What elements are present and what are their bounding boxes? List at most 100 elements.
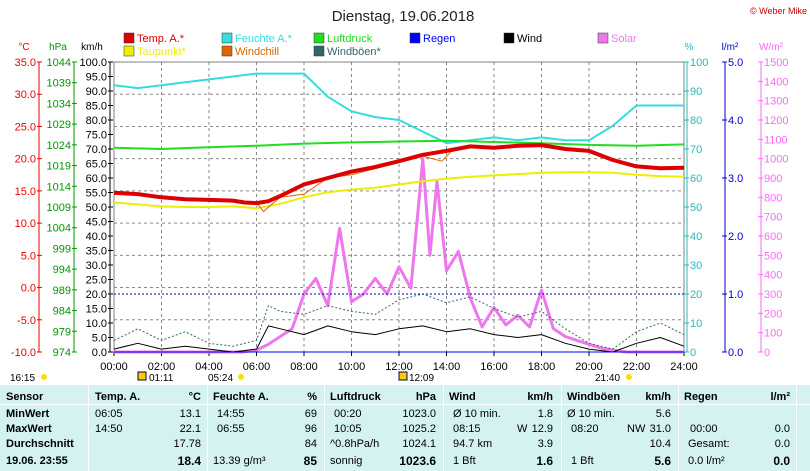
axis-tick-label: 90 bbox=[690, 86, 702, 98]
axis-tick-label: 3.0 bbox=[728, 173, 743, 185]
gust-column: Windböen km/h Ø 10 min. 5.6 08:20 NW 31.0 10… bbox=[567, 385, 671, 471]
axis-tick-label: 55.0 bbox=[86, 188, 107, 200]
rain-column: Regen l/m² 00:00 0.0 Gesamt: 0.0 0.0 l/m² 0.… bbox=[684, 385, 790, 471]
axis-tick-label: 85.0 bbox=[86, 101, 107, 113]
axis-tick-label: 70.0 bbox=[86, 144, 107, 156]
axis-tick-label: 0 bbox=[764, 347, 770, 359]
temp-min-time: 06:05 bbox=[95, 408, 123, 420]
summary-table: Sensor MinWert MaxWert Durchschnitt 19.0… bbox=[0, 385, 810, 471]
row-labels: Sensor MinWert MaxWert Durchschnitt 19.0… bbox=[6, 385, 86, 471]
legend-label: Windböen* bbox=[327, 46, 382, 58]
axis-tick-label: -5.0 bbox=[17, 315, 36, 327]
axis-tick-label: 1100 bbox=[764, 134, 788, 146]
x-axis-tick-label: 12:00 bbox=[385, 361, 413, 373]
axis-tick-label: 974 bbox=[53, 347, 71, 359]
sunrise-icon bbox=[238, 374, 244, 380]
chart-title: Dienstag, 19.06.2018 bbox=[332, 8, 475, 25]
axis-tick-label: 100 bbox=[764, 328, 782, 340]
axis-tick-label: 0.0 bbox=[92, 347, 107, 359]
axis-tick-label: -10.0 bbox=[11, 347, 36, 359]
wind-min-value: 1.8 bbox=[537, 408, 553, 420]
row-label-sensor: Sensor bbox=[6, 391, 44, 403]
rain-current-rate: 0.0 l/m² bbox=[688, 455, 725, 467]
legend-swatch bbox=[313, 45, 325, 57]
axis-tick-label: 90.0 bbox=[86, 86, 107, 98]
axis-tick-label: 50 bbox=[690, 202, 702, 214]
axis-tick-label: 600 bbox=[764, 231, 782, 243]
wind-max-direction: W bbox=[517, 423, 528, 435]
rain-current-value: 0.0 bbox=[773, 454, 790, 468]
legend-label: Temp. A.* bbox=[137, 33, 185, 45]
series-line bbox=[113, 143, 685, 206]
pressure-current-value: 1023.6 bbox=[399, 454, 436, 468]
axis-tick-label: 80 bbox=[690, 115, 702, 127]
gust-min-label: Ø 10 min. bbox=[567, 408, 615, 420]
x-axis-tick-label: 04:00 bbox=[195, 361, 223, 373]
axis-tick-label: 10 bbox=[690, 318, 702, 330]
wind-header: Wind bbox=[449, 391, 476, 403]
axis-tick-label: 300 bbox=[764, 289, 782, 301]
axis-tick-label: 1019 bbox=[47, 161, 71, 173]
humidity-absolute: 13.39 g/m³ bbox=[213, 455, 266, 467]
x-axis-tick-label: 08:00 bbox=[290, 361, 318, 373]
rain-unit-label: l/m² bbox=[722, 42, 739, 53]
pressure-max-value: 1025.2 bbox=[402, 423, 436, 435]
row-label-min: MinWert bbox=[6, 408, 50, 420]
series-line bbox=[113, 171, 685, 210]
x-axis-tick-label: 16:00 bbox=[480, 361, 508, 373]
gust-max-time: 08:20 bbox=[571, 423, 599, 435]
axis-tick-label: 70 bbox=[690, 144, 702, 156]
x-axis-tick-label: 24:00 bbox=[670, 361, 698, 373]
axis-tick-label: 95.0 bbox=[86, 72, 107, 84]
weather-chart: Dienstag, 19.06.2018 © Weber Mike Temp. … bbox=[10, 6, 807, 384]
noon-time: 12:09 bbox=[409, 373, 434, 384]
legend-swatch bbox=[123, 45, 135, 57]
axis-tick-label: 60 bbox=[690, 173, 702, 185]
legend-label: Windchill bbox=[235, 46, 279, 58]
series-line bbox=[114, 157, 684, 354]
humidity-column: Feuchte A.% 14:55 69 06:55 96 84 13.39 g/m… bbox=[213, 385, 317, 471]
rain-header: Regen bbox=[684, 391, 718, 403]
grid bbox=[114, 62, 684, 353]
x-axis-tick-label: 10:00 bbox=[338, 361, 366, 373]
axis-tick-label: 15.0 bbox=[86, 304, 107, 316]
legend-swatch bbox=[221, 32, 233, 44]
legend: Temp. A.* Feuchte A.* Luftdruck Regen Wind So… bbox=[123, 32, 637, 58]
axis-tick-label: 400 bbox=[764, 270, 782, 282]
axis-tick-label: 4.0 bbox=[728, 115, 743, 127]
axis-tick-label: 800 bbox=[764, 192, 782, 204]
axis-tick-label: 35.0 bbox=[15, 57, 36, 69]
humidity-header: Feuchte A. bbox=[213, 391, 269, 403]
moon-icon bbox=[137, 371, 147, 381]
humidity-unit-label: % bbox=[685, 42, 694, 53]
legend-label: Luftdruck bbox=[327, 33, 373, 45]
axis-tick-label: 1300 bbox=[764, 96, 788, 108]
axis-tick-label: 989 bbox=[53, 285, 71, 297]
solar-unit-label: W/m² bbox=[759, 42, 784, 53]
gust-min-value: 5.6 bbox=[655, 408, 671, 420]
x-axis-tick-label: 00:00 bbox=[100, 361, 128, 373]
axis-tick-label: 999 bbox=[53, 243, 71, 255]
pressure-min-value: 1023.0 bbox=[402, 408, 436, 420]
x-axis-tick-label: 06:00 bbox=[243, 361, 271, 373]
humidity-max-time: 06:55 bbox=[217, 423, 245, 435]
pressure-trend: ^0.8hPa/h bbox=[330, 438, 380, 450]
legend-swatch bbox=[409, 32, 421, 44]
pressure-min-time: 00:20 bbox=[334, 408, 362, 420]
wind-min-label: Ø 10 min. bbox=[453, 408, 501, 420]
temp-current-value: 18.4 bbox=[177, 454, 201, 468]
axis-tick-label: 30.0 bbox=[15, 89, 36, 101]
copyright-label: © Weber Mike bbox=[750, 6, 807, 16]
pressure-unit-label: hPa bbox=[49, 42, 67, 53]
axis-tick-label: 30 bbox=[690, 260, 702, 272]
x-axis-tick-label: 14:00 bbox=[433, 361, 461, 373]
axis-tick-label: 1039 bbox=[47, 78, 71, 90]
legend-label: Taupunkt* bbox=[137, 46, 187, 58]
series-line bbox=[113, 293, 685, 350]
series-layer bbox=[113, 72, 685, 354]
axis-tick-label: 2.0 bbox=[728, 231, 743, 243]
row-label-current: 19.06. 23:55 bbox=[6, 455, 68, 467]
legend-label: Solar bbox=[611, 33, 637, 45]
gust-beaufort: 1 Bft bbox=[571, 455, 594, 467]
series-line bbox=[113, 72, 684, 145]
